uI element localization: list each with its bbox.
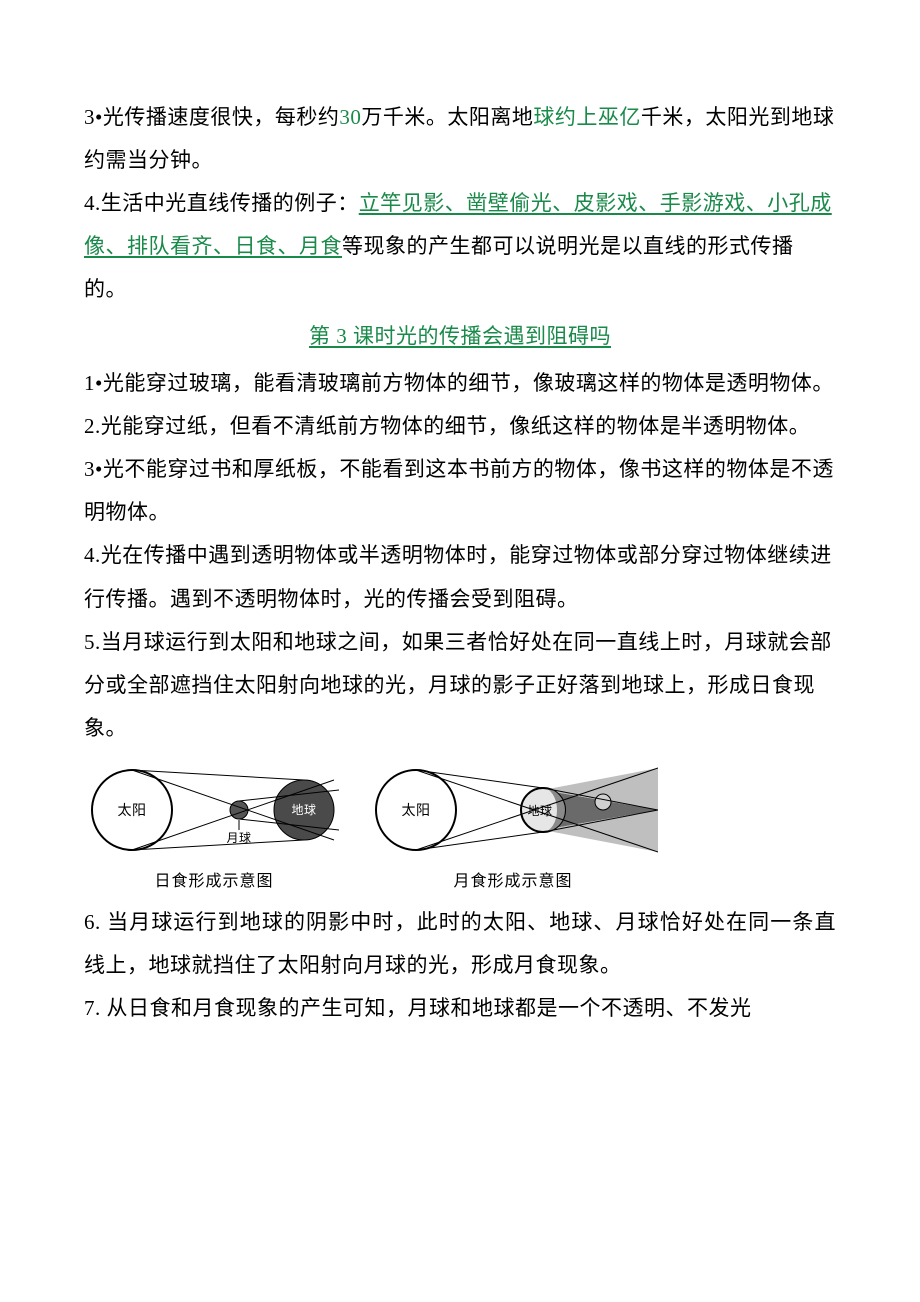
lunar-eclipse-figure: 太阳 地球 月食形成示意图 bbox=[368, 760, 658, 899]
para-s3-1: 1•光能穿过玻璃，能看清玻璃前方物体的细节，像玻璃这样的物体是透明物体。 bbox=[84, 362, 836, 405]
para-s3-3: 3•光不能穿过书和厚纸板，不能看到这本书前方的物体，像书这样的物体是不透明物体。 bbox=[84, 448, 836, 534]
svg-text:太阳: 太阳 bbox=[402, 803, 431, 819]
svg-text:太阳: 太阳 bbox=[118, 803, 147, 819]
solar-eclipse-caption: 日食形成示意图 bbox=[84, 866, 344, 899]
eclipse-diagrams: 太阳 月球 地球 日食形成示意图 太阳 bbox=[84, 760, 836, 899]
solar-eclipse-svg: 太阳 月球 地球 bbox=[84, 760, 344, 862]
lunar-eclipse-caption: 月食形成示意图 bbox=[368, 866, 658, 899]
para-4: 4.生活中光直线传播的例子：立竿见影、凿壁偷光、皮影戏、手影游戏、小孔成像、排队… bbox=[84, 182, 836, 311]
solar-eclipse-figure: 太阳 月球 地球 日食形成示意图 bbox=[84, 760, 344, 899]
para-s3-5: 5.当月球运行到太阳和地球之间，如果三者恰好处在同一直线上时，月球就会部分或全部… bbox=[84, 621, 836, 750]
para-s3-6: 6. 当月球运行到地球的阴影中时，此时的太阳、地球、月球恰好处在同一条直线上，地… bbox=[84, 901, 836, 987]
section-title-3: 第 3 课时光的传播会遇到阻碍吗 bbox=[84, 315, 836, 358]
lunar-eclipse-svg: 太阳 地球 bbox=[368, 760, 658, 862]
para-s3-4: 4.光在传播中遇到透明物体或半透明物体时，能穿过物体或部分穿过物体继续进行传播。… bbox=[84, 534, 836, 620]
para-3: 3•光传播速度很快，每秒约30万千米。太阳离地球约上巫亿千米，太阳光到地球约需当… bbox=[84, 96, 836, 182]
para-s3-7: 7. 从日食和月食现象的产生可知，月球和地球都是一个不透明、不发光 bbox=[84, 987, 836, 1030]
para-s3-2: 2.光能穿过纸，但看不清纸前方物体的细节，像纸这样的物体是半透明物体。 bbox=[84, 405, 836, 448]
svg-text:地球: 地球 bbox=[291, 803, 316, 817]
